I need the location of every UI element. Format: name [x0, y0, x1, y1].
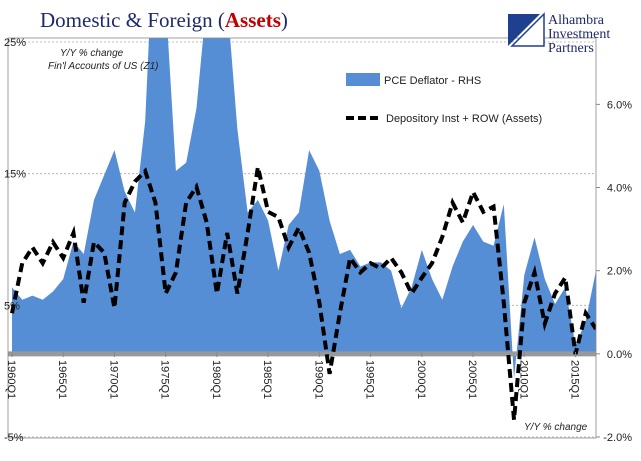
legend-swatch: [346, 73, 380, 86]
area: [12, 38, 596, 379]
plot-area: [8, 38, 596, 421]
y-tick-label: 5%: [4, 300, 20, 312]
y-tick-label: 15%: [4, 169, 26, 181]
logo-mark: [510, 12, 545, 47]
chart-title: Domestic & Foreign (Assets): [40, 8, 288, 32]
annotation: Y/Y % change: [60, 48, 124, 59]
x-tick-label: 1960Q1: [5, 360, 17, 399]
annotation: Fin'l Accounts of US (Z1): [48, 61, 158, 72]
x-tick-label: 2005Q1: [466, 360, 478, 399]
x-tick-label: 2015Q1: [569, 360, 581, 399]
x-tick-label: 2000Q1: [415, 360, 427, 399]
y-tick-label: -5%: [4, 432, 24, 444]
y-tick-label: 25%: [4, 37, 26, 49]
legend-label: PCE Deflator - RHS: [384, 75, 481, 87]
legend-label: Depository Inst + ROW (Assets): [386, 113, 542, 125]
plot-frame: [7, 37, 597, 439]
x-tick-label: 1965Q1: [56, 360, 68, 399]
logo-mark: [508, 14, 540, 46]
x-tick-label: 1970Q1: [107, 360, 119, 399]
x-tick-label: 1985Q1: [261, 360, 273, 399]
y2-tick-label: -2.0%: [603, 432, 632, 444]
y2-tick-label: 4.0%: [607, 183, 632, 195]
legend: PCE Deflator - RHS Depository Inst + ROW…: [346, 73, 542, 125]
logo-text: Investment: [548, 27, 610, 42]
y2-tick-label: 2.0%: [607, 266, 632, 278]
x-tick-label: 1990Q1: [312, 360, 324, 399]
logo-text: Alhambra: [548, 13, 605, 28]
x-tick-label: 1995Q1: [364, 360, 376, 399]
annotation: Y/Y % change: [524, 422, 588, 433]
x-tick-label: 2010Q1: [517, 360, 529, 399]
x-tick-label: 1980Q1: [210, 360, 222, 399]
logo: Alhambra Investment Partners: [508, 12, 610, 56]
y2-tick-label: 6.0%: [607, 99, 632, 111]
logo-text: Partners: [548, 41, 594, 56]
x-tick-label: 1975Q1: [159, 360, 171, 399]
y2-tick-label: 0.0%: [607, 349, 632, 361]
